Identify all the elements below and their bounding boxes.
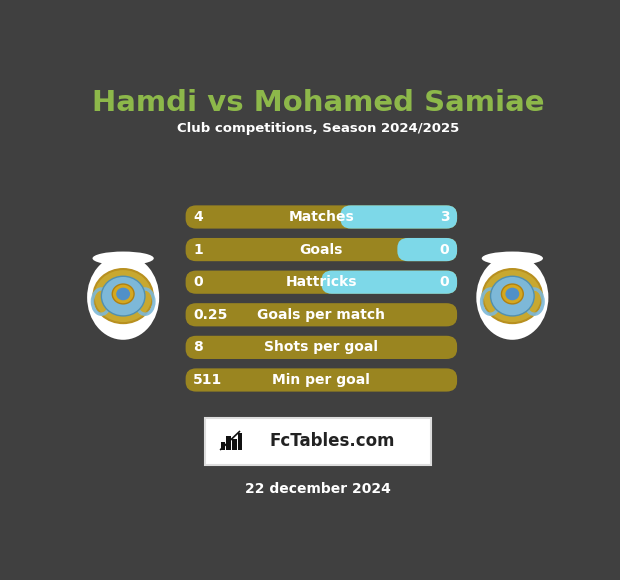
Text: Min per goal: Min per goal: [272, 373, 370, 387]
Text: FcTables.com: FcTables.com: [269, 433, 394, 451]
FancyBboxPatch shape: [226, 437, 231, 450]
Text: Hattricks: Hattricks: [286, 275, 357, 289]
FancyBboxPatch shape: [185, 238, 457, 261]
FancyBboxPatch shape: [185, 368, 457, 392]
FancyBboxPatch shape: [232, 439, 237, 450]
Ellipse shape: [482, 252, 543, 265]
Ellipse shape: [92, 252, 154, 265]
FancyBboxPatch shape: [238, 433, 242, 450]
FancyBboxPatch shape: [185, 303, 457, 327]
Text: 22 december 2024: 22 december 2024: [245, 483, 391, 496]
Ellipse shape: [94, 269, 153, 323]
FancyBboxPatch shape: [397, 238, 457, 261]
Text: Goals: Goals: [299, 242, 343, 256]
Ellipse shape: [476, 255, 548, 340]
FancyBboxPatch shape: [340, 205, 457, 229]
Text: 8: 8: [193, 340, 203, 354]
Ellipse shape: [502, 284, 523, 304]
Text: Shots per goal: Shots per goal: [264, 340, 378, 354]
Text: 0: 0: [193, 275, 203, 289]
FancyBboxPatch shape: [221, 442, 225, 450]
Text: Goals per match: Goals per match: [257, 308, 386, 322]
FancyBboxPatch shape: [185, 336, 457, 359]
Text: 0: 0: [440, 242, 450, 256]
FancyBboxPatch shape: [185, 270, 457, 294]
Text: Matches: Matches: [288, 210, 354, 224]
Text: 3: 3: [440, 210, 450, 224]
Ellipse shape: [116, 288, 130, 300]
Text: Hamdi vs Mohamed Samiae: Hamdi vs Mohamed Samiae: [92, 89, 544, 117]
Text: 1: 1: [193, 242, 203, 256]
FancyBboxPatch shape: [185, 205, 457, 229]
FancyBboxPatch shape: [205, 418, 431, 465]
Text: 0.25: 0.25: [193, 308, 228, 322]
Ellipse shape: [101, 276, 145, 316]
Ellipse shape: [482, 269, 542, 323]
Ellipse shape: [505, 288, 520, 300]
Text: Club competitions, Season 2024/2025: Club competitions, Season 2024/2025: [177, 122, 459, 135]
Text: 511: 511: [193, 373, 223, 387]
Ellipse shape: [87, 255, 159, 340]
FancyBboxPatch shape: [321, 270, 457, 294]
Text: 0: 0: [440, 275, 450, 289]
Ellipse shape: [112, 284, 134, 304]
Text: 4: 4: [193, 210, 203, 224]
Ellipse shape: [490, 276, 534, 316]
